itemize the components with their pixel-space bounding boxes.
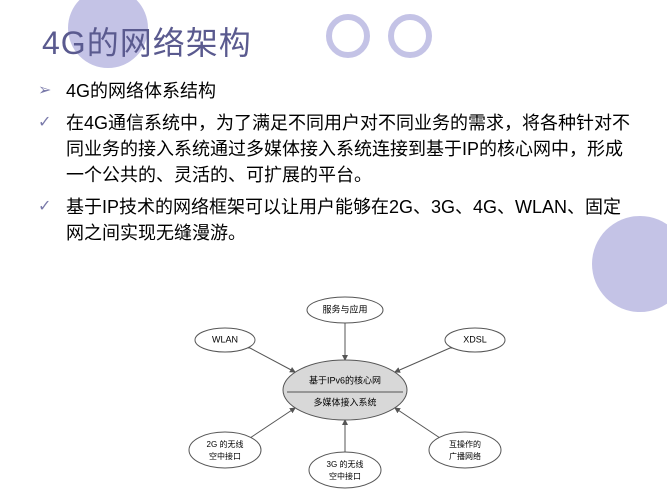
node-wlan: WLAN — [195, 328, 255, 352]
bullet-item-2: ✓ 基于IP技术的网络框架可以让用户能够在2G、3G、4G、WLAN、固定网之间… — [38, 194, 637, 246]
svg-text:服务与应用: 服务与应用 — [322, 303, 367, 314]
node-xdsl: XDSL — [445, 328, 505, 352]
svg-text:2G 的无线: 2G 的无线 — [207, 439, 244, 449]
svg-text:空中接口: 空中接口 — [329, 471, 361, 481]
bullet-item-2-text: 基于IP技术的网络框架可以让用户能够在2G、3G、4G、WLAN、固定网之间实现… — [66, 194, 637, 246]
node-services: 服务与应用 — [307, 297, 383, 323]
network-diagram: 基于IPv6的核心网 多媒体接入系统 服务与应用 WLAN XDSL 2G 的无… — [155, 290, 535, 490]
bullet-item-1-text: 在4G通信系统中，为了满足不同用户对不同业务的需求，将各种针对不同业务的接入系统… — [66, 110, 637, 188]
svg-text:广播网络: 广播网络 — [449, 451, 481, 461]
core-node: 基于IPv6的核心网 多媒体接入系统 — [283, 360, 407, 420]
bullet-heading: ➢ 4G的网络体系结构 — [38, 78, 637, 104]
slide-title: 4G的网络架构 — [42, 18, 252, 64]
core-label-2: 多媒体接入系统 — [313, 396, 376, 407]
check-bullet-icon: ✓ — [38, 194, 66, 220]
check-bullet-icon: ✓ — [38, 110, 66, 136]
svg-text:空中接口: 空中接口 — [209, 451, 241, 461]
bullet-heading-text: 4G的网络体系结构 — [66, 78, 637, 104]
svg-text:XDSL: XDSL — [463, 334, 487, 344]
bullet-item-1: ✓ 在4G通信系统中，为了满足不同用户对不同业务的需求，将各种针对不同业务的接入… — [38, 110, 637, 188]
bg-circle-3 — [388, 14, 432, 58]
content-block: ➢ 4G的网络体系结构 ✓ 在4G通信系统中，为了满足不同用户对不同业务的需求，… — [38, 78, 637, 252]
node-broadcast: 互操作的 广播网络 — [429, 432, 501, 468]
bg-circle-2 — [326, 14, 370, 58]
core-label-1: 基于IPv6的核心网 — [309, 374, 381, 385]
node-2g: 2G 的无线 空中接口 — [189, 432, 261, 468]
svg-text:3G 的无线: 3G 的无线 — [327, 459, 364, 469]
arrow-bullet-icon: ➢ — [38, 78, 66, 104]
svg-text:WLAN: WLAN — [212, 334, 238, 344]
node-3g: 3G 的无线 空中接口 — [309, 452, 381, 488]
svg-text:互操作的: 互操作的 — [449, 439, 481, 449]
